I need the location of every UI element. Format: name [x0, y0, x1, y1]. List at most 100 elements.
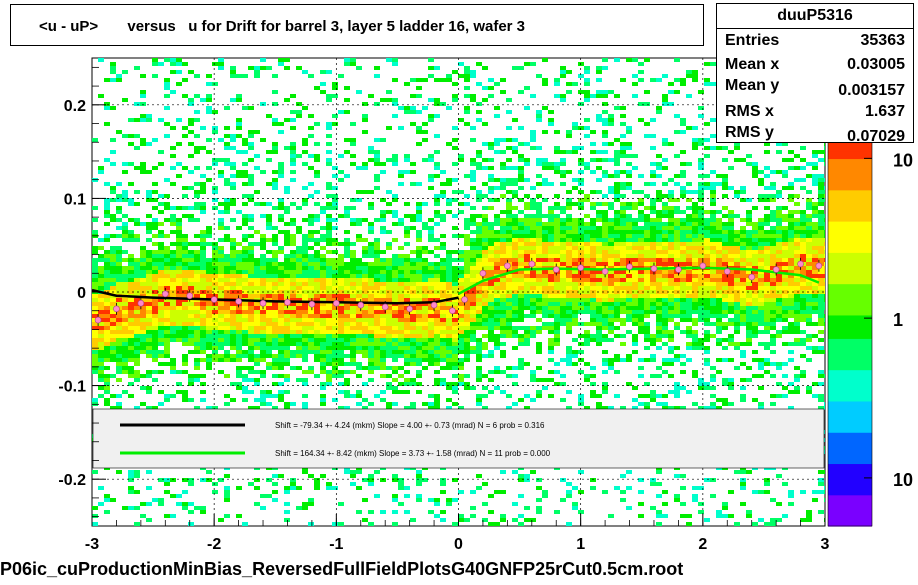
- heatmap-cell: [242, 318, 248, 322]
- heatmap-cell: [560, 94, 566, 98]
- heatmap-cell: [674, 230, 680, 234]
- heatmap-cell: [314, 354, 320, 358]
- heatmap-cell: [272, 182, 278, 186]
- heatmap-cell: [212, 302, 218, 306]
- heatmap-cell: [386, 318, 392, 322]
- heatmap-cell: [398, 306, 404, 310]
- heatmap-cell: [176, 70, 182, 74]
- heatmap-cell: [254, 282, 260, 286]
- heatmap-cell: [362, 118, 368, 122]
- heatmap-cell: [674, 174, 680, 178]
- heatmap-cell: [152, 58, 158, 62]
- heatmap-cell: [506, 234, 512, 238]
- heatmap-cell: [542, 58, 548, 62]
- heatmap-cell: [122, 190, 128, 194]
- heatmap-cell: [560, 294, 566, 298]
- heatmap-cell: [368, 318, 374, 322]
- heatmap-cell: [404, 214, 410, 218]
- heatmap-cell: [662, 394, 668, 398]
- heatmap-cell: [212, 274, 218, 278]
- heatmap-cell: [512, 258, 518, 262]
- heatmap-cell: [140, 318, 146, 322]
- heatmap-cell: [182, 258, 188, 262]
- heatmap-cell: [122, 318, 128, 322]
- heatmap-cell: [242, 354, 248, 358]
- heatmap-cell: [314, 202, 320, 206]
- heatmap-cell: [224, 474, 230, 478]
- heatmap-cell: [428, 402, 434, 406]
- heatmap-cell: [200, 250, 206, 254]
- heatmap-cell: [542, 286, 548, 290]
- heatmap-cell: [626, 254, 632, 258]
- heatmap-cell: [278, 174, 284, 178]
- heatmap-cell: [398, 382, 404, 386]
- heatmap-cell: [170, 286, 176, 290]
- heatmap-cell: [194, 326, 200, 330]
- heatmap-cell: [248, 194, 254, 198]
- heatmap-cell: [272, 374, 278, 378]
- heatmap-cell: [254, 294, 260, 298]
- heatmap-cell: [398, 478, 404, 482]
- heatmap-cell: [620, 294, 626, 298]
- heatmap-cell: [440, 102, 446, 106]
- heatmap-cell: [212, 190, 218, 194]
- heatmap-cell: [272, 354, 278, 358]
- heatmap-cell: [398, 334, 404, 338]
- heatmap-cell: [434, 210, 440, 214]
- heatmap-cell: [206, 178, 212, 182]
- heatmap-cell: [446, 342, 452, 346]
- heatmap-cell: [344, 346, 350, 350]
- heatmap-cell: [608, 254, 614, 258]
- heatmap-cell: [512, 278, 518, 282]
- heatmap-cell: [626, 182, 632, 186]
- heatmap-cell: [458, 282, 464, 286]
- heatmap-cell: [134, 190, 140, 194]
- heatmap-cell: [578, 90, 584, 94]
- heatmap-cell: [620, 298, 626, 302]
- heatmap-cell: [494, 242, 500, 246]
- heatmap-cell: [470, 278, 476, 282]
- heatmap-cell: [326, 94, 332, 98]
- heatmap-cell: [128, 270, 134, 274]
- heatmap-cell: [170, 326, 176, 330]
- heatmap-cell: [212, 158, 218, 162]
- heatmap-cell: [596, 254, 602, 258]
- heatmap-cell: [392, 330, 398, 334]
- heatmap-cell: [242, 350, 248, 354]
- heatmap-cell: [380, 294, 386, 298]
- heatmap-cell: [122, 366, 128, 370]
- heatmap-cell: [464, 310, 470, 314]
- heatmap-cell: [542, 326, 548, 330]
- heatmap-cell: [614, 286, 620, 290]
- heatmap-cell: [254, 242, 260, 246]
- heatmap-cell: [596, 210, 602, 214]
- heatmap-cell: [158, 290, 164, 294]
- heatmap-cell: [338, 334, 344, 338]
- heatmap-cell: [548, 310, 554, 314]
- heatmap-cell: [356, 334, 362, 338]
- heatmap-cell: [332, 186, 338, 190]
- heatmap-cell: [512, 518, 518, 522]
- heatmap-cell: [500, 390, 506, 394]
- heatmap-cell: [152, 358, 158, 362]
- heatmap-cell: [170, 306, 176, 310]
- heatmap-cell: [236, 354, 242, 358]
- heatmap-cell: [284, 210, 290, 214]
- heatmap-cell: [434, 330, 440, 334]
- heatmap-cell: [470, 282, 476, 286]
- heatmap-cell: [440, 354, 446, 358]
- heatmap-cell: [320, 246, 326, 250]
- heatmap-cell: [434, 514, 440, 518]
- heatmap-cell: [416, 334, 422, 338]
- heatmap-cell: [524, 270, 530, 274]
- heatmap-cell: [356, 326, 362, 330]
- heatmap-cell: [518, 398, 524, 402]
- heatmap-cell: [326, 182, 332, 186]
- heatmap-cell: [602, 66, 608, 70]
- heatmap-cell: [668, 302, 674, 306]
- heatmap-cell: [476, 166, 482, 170]
- heatmap-cell: [134, 278, 140, 282]
- heatmap-cell: [386, 158, 392, 162]
- heatmap-cell: [518, 298, 524, 302]
- heatmap-cell: [242, 334, 248, 338]
